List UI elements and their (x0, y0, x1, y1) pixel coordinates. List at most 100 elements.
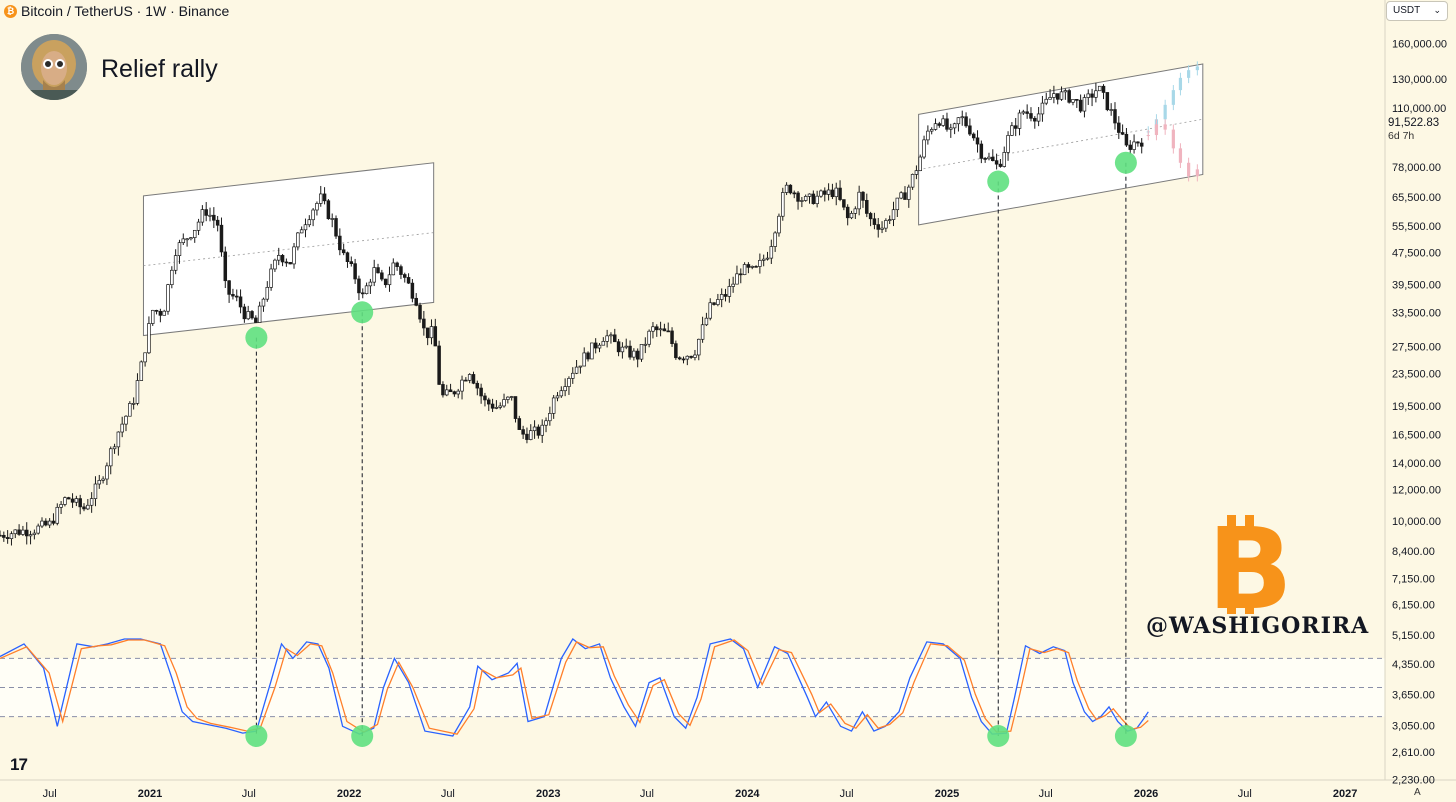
candle (609, 332, 613, 344)
candle (651, 322, 655, 339)
candle (677, 356, 682, 361)
candle-body (1113, 109, 1117, 124)
candle-body (555, 395, 560, 399)
candle (101, 476, 105, 484)
candle-body (849, 213, 854, 219)
candle (383, 278, 388, 288)
time-tick-label: Jul (441, 788, 455, 800)
candle (754, 265, 758, 268)
candle-body (1124, 133, 1129, 146)
candle-body (154, 309, 159, 312)
candle (628, 340, 632, 360)
candle (460, 375, 464, 400)
candle (452, 390, 457, 397)
candle-body (357, 278, 361, 294)
candle-body (1055, 93, 1060, 100)
candle (9, 531, 14, 546)
candle (1082, 94, 1087, 118)
candle (880, 221, 884, 234)
candle-body (719, 294, 724, 300)
candle (490, 398, 495, 413)
candle-body (326, 200, 331, 220)
candle (303, 218, 308, 238)
candle-body (288, 262, 292, 265)
candle (28, 530, 33, 545)
candle-body (697, 338, 701, 356)
candle-body (704, 317, 709, 326)
candle-body (803, 196, 808, 201)
tradingview-logo-icon[interactable]: 17 (10, 755, 28, 774)
projection-body (1163, 104, 1167, 120)
candle (739, 268, 743, 284)
candle-body (502, 399, 506, 407)
candle-body (590, 342, 594, 360)
candle-body (223, 251, 228, 282)
page-title: Relief rally (101, 55, 218, 83)
candle (865, 193, 869, 218)
candle-body (273, 259, 277, 270)
time-tick-label: 2021 (138, 788, 162, 800)
candle-body (219, 224, 224, 253)
candle (704, 312, 709, 327)
candle-body (540, 424, 544, 436)
candle-body (1021, 111, 1026, 114)
candle-body (44, 520, 48, 526)
candle-body (834, 187, 838, 198)
projection-body (1171, 90, 1175, 105)
projection-body (1178, 77, 1183, 91)
candle-body (857, 191, 861, 210)
symbol-header[interactable]: ₿ Bitcoin / TetherUS · 1W · Binance (4, 3, 229, 19)
candle-body (74, 498, 79, 503)
candle (964, 112, 968, 128)
candle-body (471, 374, 476, 384)
candle (445, 384, 449, 397)
candle-body (700, 324, 705, 340)
candle (857, 185, 861, 216)
candle-body (1052, 93, 1056, 98)
candle (1075, 99, 1079, 108)
candle (616, 338, 621, 357)
candle-body (28, 534, 33, 537)
auto-scale-button[interactable]: A (1414, 787, 1421, 798)
price-tick-label: 10,000.00 (1392, 516, 1441, 528)
candle-body (448, 389, 453, 393)
candle (708, 298, 712, 321)
candle (1059, 86, 1064, 101)
projection-candle (1187, 65, 1191, 84)
currency-select[interactable]: USDT ⌄ (1386, 1, 1448, 21)
candle-body (861, 191, 865, 201)
candle-body (781, 192, 785, 217)
projection-ghost (1146, 61, 1199, 182)
channel-midline (143, 232, 434, 267)
candle-body (933, 123, 938, 130)
candle-body (994, 160, 999, 165)
candle (261, 297, 266, 312)
candle-body (212, 214, 216, 221)
projection-body (1171, 129, 1175, 149)
candle-body (956, 117, 961, 125)
price-tick-label: 19,500.00 (1392, 401, 1441, 413)
candle (994, 153, 999, 170)
candle-body (826, 189, 831, 195)
candle (529, 424, 533, 441)
candle (97, 474, 102, 489)
candle (257, 301, 262, 323)
candle-body (601, 340, 606, 346)
candle-body (998, 163, 1003, 167)
candle (330, 213, 334, 228)
candle-body (968, 125, 972, 135)
candle-body (517, 418, 522, 430)
candle-body (819, 190, 823, 197)
candle (540, 419, 544, 443)
candle-body (750, 265, 754, 268)
candle-body (479, 387, 483, 397)
candle (1025, 104, 1029, 119)
candle (219, 217, 224, 257)
time-tick-label: Jul (242, 788, 256, 800)
candle-body (895, 197, 900, 211)
candle-body (1017, 112, 1022, 129)
candle-body (2, 534, 6, 538)
candle-body (82, 506, 86, 510)
candle (166, 283, 170, 315)
